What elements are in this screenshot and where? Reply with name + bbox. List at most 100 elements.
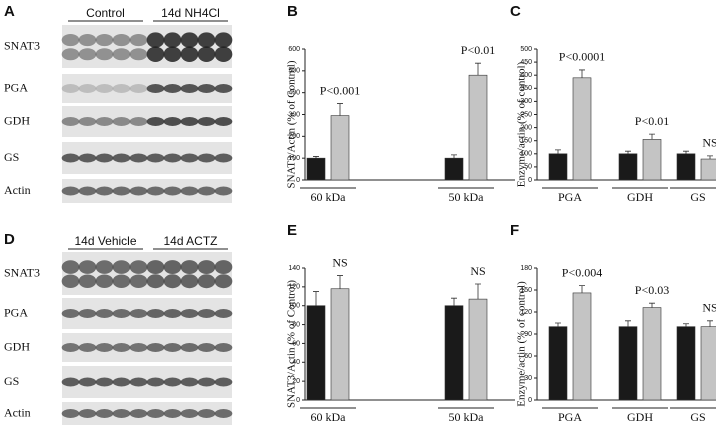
- y-tick-label: 30: [524, 375, 532, 382]
- y-tick-label: 100: [520, 151, 532, 158]
- band: [61, 343, 80, 352]
- error-bar: [707, 155, 713, 160]
- band: [112, 274, 131, 289]
- error-bar: [337, 103, 343, 116]
- x-tick-label: GS: [690, 190, 705, 204]
- y-tick-label: 250: [520, 111, 532, 118]
- band: [61, 153, 80, 163]
- annotation: P<0.0001: [559, 50, 605, 64]
- bar: [330, 288, 350, 401]
- error-bar: [649, 133, 655, 140]
- band: [112, 153, 131, 163]
- x-tick-label: 50 kDa: [449, 190, 485, 204]
- y-axis-label: SNAT3/Actin (% of Control): [286, 60, 298, 188]
- bar: [700, 158, 716, 181]
- annotation: P<0.001: [320, 83, 360, 97]
- band: [146, 32, 165, 48]
- band: [163, 409, 182, 418]
- band: [78, 34, 97, 47]
- bar: [548, 326, 568, 401]
- bar: [548, 153, 568, 181]
- bar: [306, 305, 326, 401]
- band: [163, 46, 182, 62]
- band: [214, 343, 233, 352]
- band: [78, 409, 97, 418]
- band: [61, 309, 80, 318]
- band: [163, 377, 182, 387]
- band: [197, 46, 216, 62]
- band: [180, 377, 199, 387]
- band: [163, 186, 182, 196]
- band: [61, 84, 80, 93]
- band: [163, 260, 182, 274]
- band: [163, 117, 182, 126]
- band: [129, 186, 148, 196]
- band: [78, 309, 97, 318]
- error-bar: [475, 62, 481, 76]
- y-tick-label: 100: [288, 155, 300, 162]
- y-axis-label: Enzyme/actin (% of control): [516, 61, 528, 187]
- band: [180, 409, 199, 418]
- band: [129, 48, 148, 61]
- annotation: P<0.03: [635, 283, 669, 297]
- y-tick-label: 300: [520, 98, 532, 105]
- band: [129, 34, 148, 47]
- band: [95, 84, 114, 93]
- band: [78, 84, 97, 93]
- error-bar: [579, 285, 585, 293]
- x-tick-label: GS: [690, 410, 705, 424]
- band: [112, 34, 131, 47]
- band: [95, 186, 114, 196]
- row-label: GS: [4, 150, 19, 164]
- y-tick-label: 500: [288, 68, 300, 75]
- row-label: GDH: [4, 113, 30, 127]
- band: [78, 274, 97, 289]
- y-tick-label: 300: [288, 111, 300, 118]
- band: [112, 309, 131, 318]
- x-tick-label: PGA: [558, 190, 582, 204]
- band: [146, 186, 165, 196]
- y-tick-label: 60: [524, 353, 532, 360]
- band: [197, 274, 216, 289]
- y-tick-label: 90: [524, 331, 532, 338]
- x-tick-label: 60 kDa: [311, 190, 347, 204]
- bar: [572, 292, 592, 401]
- y-tick-label: 80: [292, 321, 300, 328]
- band: [61, 260, 80, 274]
- band: [61, 186, 80, 196]
- bar: [468, 298, 488, 401]
- band: [112, 409, 131, 418]
- row-label: PGA: [4, 80, 28, 94]
- band: [129, 260, 148, 274]
- annotation: NS: [332, 255, 347, 269]
- error-bar: [451, 154, 457, 159]
- band: [197, 260, 216, 274]
- annotation: NS: [702, 136, 716, 150]
- band: [146, 153, 165, 163]
- band: [214, 309, 233, 318]
- error-bar: [313, 291, 319, 306]
- group-label: 14d NH4Cl: [161, 6, 220, 20]
- panel-label: A: [4, 3, 15, 20]
- band: [95, 377, 114, 387]
- row-label: Actin: [4, 405, 31, 419]
- band: [129, 377, 148, 387]
- band: [180, 46, 199, 62]
- bar: [330, 115, 350, 181]
- y-tick-label: 150: [520, 287, 532, 294]
- annotation: P<0.01: [461, 43, 495, 57]
- panel-label: B: [287, 3, 298, 20]
- bar: [444, 305, 464, 401]
- band: [163, 309, 182, 318]
- band: [214, 186, 233, 196]
- y-axis-label: Enzyme/actin (% of control): [516, 281, 528, 407]
- band: [146, 84, 165, 93]
- band: [129, 409, 148, 418]
- band: [146, 274, 165, 289]
- bar: [618, 153, 638, 181]
- error-bar: [625, 150, 631, 154]
- y-tick-label: 60: [292, 340, 300, 347]
- band: [112, 260, 131, 274]
- band: [180, 260, 199, 274]
- band: [112, 117, 131, 126]
